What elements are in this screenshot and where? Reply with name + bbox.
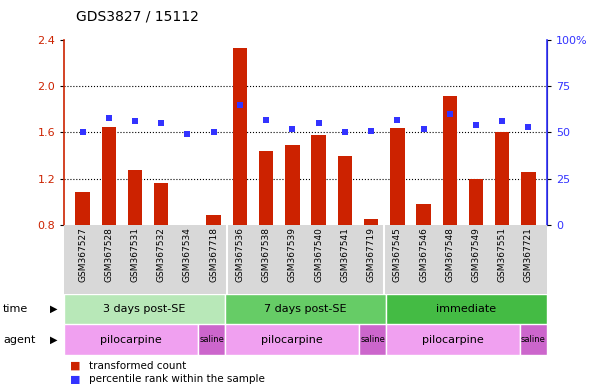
Bar <box>520 324 547 355</box>
Text: 3 days post-SE: 3 days post-SE <box>103 304 186 314</box>
Text: GSM367532: GSM367532 <box>156 227 166 282</box>
Bar <box>128 170 142 225</box>
Text: GSM367531: GSM367531 <box>131 227 139 282</box>
Bar <box>101 127 116 225</box>
Text: GSM367548: GSM367548 <box>445 227 455 282</box>
Text: GSM367545: GSM367545 <box>393 227 402 282</box>
Bar <box>233 48 247 225</box>
Text: transformed count: transformed count <box>89 361 186 371</box>
Bar <box>198 324 225 355</box>
Bar <box>364 219 378 225</box>
Bar <box>285 145 299 225</box>
Text: immediate: immediate <box>436 304 497 314</box>
Text: GSM367539: GSM367539 <box>288 227 297 282</box>
Text: 7 days post-SE: 7 days post-SE <box>264 304 347 314</box>
Text: ▶: ▶ <box>50 304 57 314</box>
Text: pilocarpine: pilocarpine <box>100 335 162 345</box>
Bar <box>338 156 352 225</box>
Text: GSM367549: GSM367549 <box>472 227 480 282</box>
Bar <box>225 294 386 324</box>
Text: ■: ■ <box>70 374 81 384</box>
Text: percentile rank within the sample: percentile rank within the sample <box>89 374 265 384</box>
Bar <box>259 151 273 225</box>
Bar <box>75 192 90 225</box>
Bar <box>225 324 359 355</box>
Bar <box>521 172 536 225</box>
Bar <box>390 128 404 225</box>
Text: ▶: ▶ <box>50 335 57 345</box>
Text: GSM367527: GSM367527 <box>78 227 87 282</box>
Bar <box>64 324 198 355</box>
Text: GSM367546: GSM367546 <box>419 227 428 282</box>
Bar <box>154 183 169 225</box>
Bar <box>207 215 221 225</box>
Bar <box>359 324 386 355</box>
Bar <box>386 324 520 355</box>
Text: ■: ■ <box>70 361 81 371</box>
Text: GSM367719: GSM367719 <box>367 227 376 282</box>
Text: GSM367534: GSM367534 <box>183 227 192 282</box>
Bar <box>469 179 483 225</box>
Bar <box>64 294 225 324</box>
Text: pilocarpine: pilocarpine <box>422 335 484 345</box>
Bar <box>495 132 510 225</box>
Bar <box>416 204 431 225</box>
Text: GSM367551: GSM367551 <box>498 227 507 282</box>
Bar <box>386 294 547 324</box>
Text: GSM367536: GSM367536 <box>235 227 244 282</box>
Bar <box>442 96 457 225</box>
Text: GDS3827 / 15112: GDS3827 / 15112 <box>76 10 199 23</box>
Text: GSM367721: GSM367721 <box>524 227 533 282</box>
Text: GSM367718: GSM367718 <box>209 227 218 282</box>
Text: GSM367538: GSM367538 <box>262 227 271 282</box>
Text: saline: saline <box>199 335 224 344</box>
Text: agent: agent <box>3 335 35 345</box>
Text: pilocarpine: pilocarpine <box>262 335 323 345</box>
Text: GSM367540: GSM367540 <box>314 227 323 282</box>
Text: time: time <box>3 304 28 314</box>
Text: GSM367541: GSM367541 <box>340 227 349 282</box>
Text: saline: saline <box>360 335 385 344</box>
Text: GSM367528: GSM367528 <box>104 227 113 282</box>
Bar <box>312 135 326 225</box>
Text: saline: saline <box>521 335 546 344</box>
